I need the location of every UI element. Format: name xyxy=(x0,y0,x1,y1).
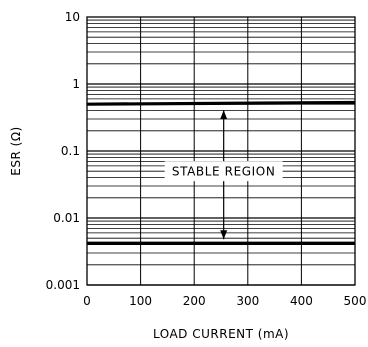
annotation-label: STABLE REGION xyxy=(172,165,276,179)
x-tick-label: 400 xyxy=(290,294,313,308)
arrow-down-head xyxy=(220,230,228,240)
annotation-label-bg xyxy=(164,161,283,182)
x-tick-label: 300 xyxy=(236,294,259,308)
arrow-up-head xyxy=(220,110,228,120)
x-tick-label: 100 xyxy=(129,294,152,308)
x-tick-label: 0 xyxy=(83,294,91,308)
x-axis-label: LOAD CURRENT (mA) xyxy=(153,327,289,341)
y-tick-label: 0.01 xyxy=(53,211,80,225)
series-line-1 xyxy=(86,100,356,106)
y-tick-label: 0.001 xyxy=(46,278,80,292)
y-tick-label: 0.1 xyxy=(61,144,80,158)
annotation-layer: STABLE REGION xyxy=(164,110,283,240)
x-tick-label: 200 xyxy=(183,294,206,308)
y-tick-label: 1 xyxy=(72,77,80,91)
y-tick-labels: 0.001 0.01 0.1 1 10 xyxy=(46,10,80,292)
x-tick-label: 500 xyxy=(344,294,367,308)
series-layer xyxy=(86,100,356,245)
x-tick-labels: 0 100 200 300 400 500 xyxy=(83,294,366,308)
y-axis-label: ESR (Ω) xyxy=(9,126,23,175)
y-tick-label: 10 xyxy=(65,10,80,24)
plot-frame xyxy=(86,16,356,286)
